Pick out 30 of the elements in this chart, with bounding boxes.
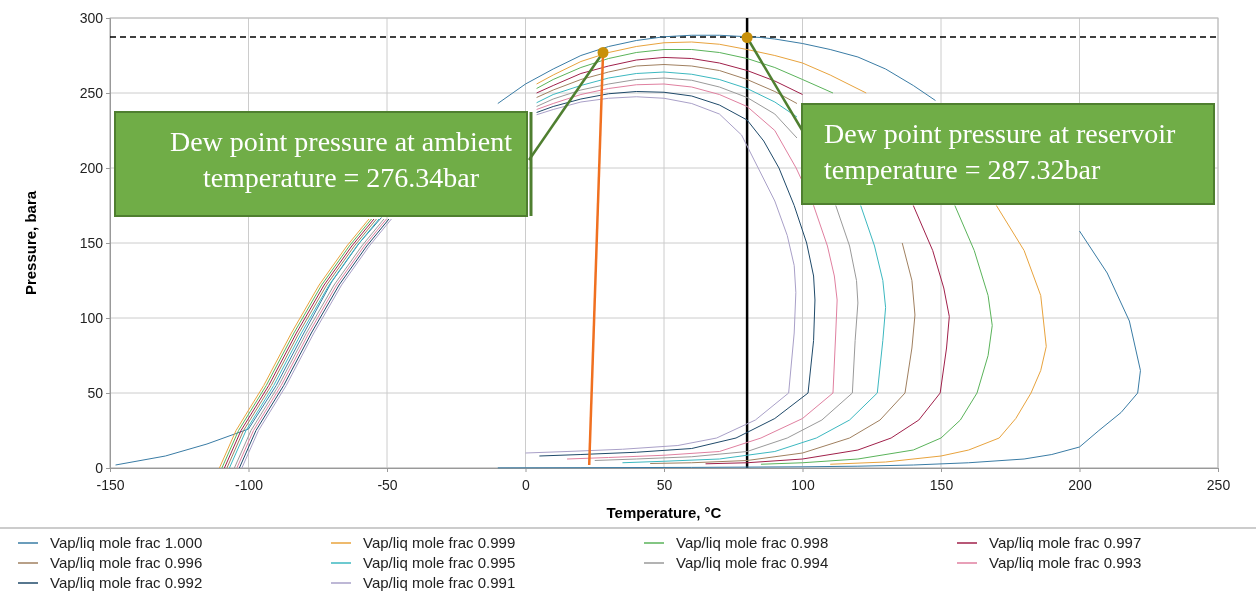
x-tick-label: 100 [791,477,815,494]
y-tick-label: 300 [79,9,104,26]
legend-label: Vap/liq mole frac 0.991 [363,574,516,591]
legend-label: Vap/liq mole frac 0.997 [989,534,1142,551]
x-tick-label: 250 [1206,477,1231,494]
annotation: Dew point pressure at ambient temperature = 276.34bar [169,126,513,193]
x-tick-label: -150 [96,477,125,494]
x-tick-label: 200 [1068,477,1092,494]
x-tick-label: 50 [656,477,673,494]
y-tick-label: 50 [87,384,104,401]
y-tick-label: 200 [79,159,104,176]
x-axis-title: Temperature, °C [606,504,722,521]
x-tick-label: 0 [522,477,531,494]
y-tick-label: 150 [79,234,104,251]
legend-label: Vap/liq mole frac 1.000 [50,534,203,551]
legend-label: Vap/liq mole frac 0.993 [989,554,1142,571]
legend-label: Vap/liq mole frac 0.995 [363,554,516,571]
legend-label: Vap/liq mole frac 0.992 [50,574,203,591]
legend-label: Vap/liq mole frac 0.994 [676,554,829,571]
y-tick-label: 0 [95,459,104,476]
x-tick-label: -100 [234,477,264,494]
x-tick-label: 150 [929,477,954,494]
legend-label: Vap/liq mole frac 0.996 [50,554,203,571]
x-tick-label: -50 [377,477,398,494]
legend-label: Vap/liq mole frac 0.999 [363,534,516,551]
annotation: Dew point pressure at reservoir temperature = 287.32bar [824,118,1176,185]
y-tick-label: 100 [79,309,104,326]
legend-label: Vap/liq mole frac 0.998 [676,534,829,551]
y-tick-label: 250 [79,84,104,101]
y-axis-title: Pressure, bara [22,190,39,296]
